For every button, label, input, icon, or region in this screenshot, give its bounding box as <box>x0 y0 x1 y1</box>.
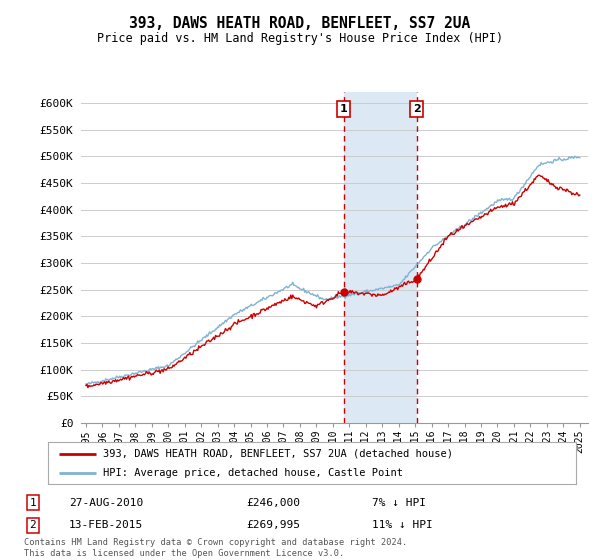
Text: 2: 2 <box>413 104 421 114</box>
Text: Price paid vs. HM Land Registry's House Price Index (HPI): Price paid vs. HM Land Registry's House … <box>97 32 503 45</box>
Text: £246,000: £246,000 <box>246 498 300 508</box>
Text: 13-FEB-2015: 13-FEB-2015 <box>69 520 143 530</box>
Text: 393, DAWS HEATH ROAD, BENFLEET, SS7 2UA (detached house): 393, DAWS HEATH ROAD, BENFLEET, SS7 2UA … <box>103 449 454 459</box>
Text: 11% ↓ HPI: 11% ↓ HPI <box>372 520 433 530</box>
Text: HPI: Average price, detached house, Castle Point: HPI: Average price, detached house, Cast… <box>103 468 403 478</box>
Text: 393, DAWS HEATH ROAD, BENFLEET, SS7 2UA: 393, DAWS HEATH ROAD, BENFLEET, SS7 2UA <box>130 16 470 31</box>
Bar <box>344 92 417 423</box>
Text: 1: 1 <box>340 104 347 114</box>
Text: 1: 1 <box>29 498 37 508</box>
Text: £269,995: £269,995 <box>246 520 300 530</box>
Text: 7% ↓ HPI: 7% ↓ HPI <box>372 498 426 508</box>
Text: 27-AUG-2010: 27-AUG-2010 <box>69 498 143 508</box>
Text: Contains HM Land Registry data © Crown copyright and database right 2024.
This d: Contains HM Land Registry data © Crown c… <box>24 538 407 558</box>
Text: 2: 2 <box>29 520 37 530</box>
